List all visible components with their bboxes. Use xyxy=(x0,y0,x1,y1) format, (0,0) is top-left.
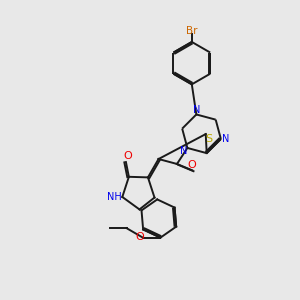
Text: S: S xyxy=(206,134,213,144)
Text: O: O xyxy=(188,160,197,170)
Text: O: O xyxy=(135,232,144,242)
Text: N: N xyxy=(180,146,187,157)
Text: N: N xyxy=(223,134,230,144)
Text: N: N xyxy=(193,105,200,115)
Text: Br: Br xyxy=(186,26,198,36)
Text: NH: NH xyxy=(107,192,122,202)
Text: O: O xyxy=(123,151,132,160)
